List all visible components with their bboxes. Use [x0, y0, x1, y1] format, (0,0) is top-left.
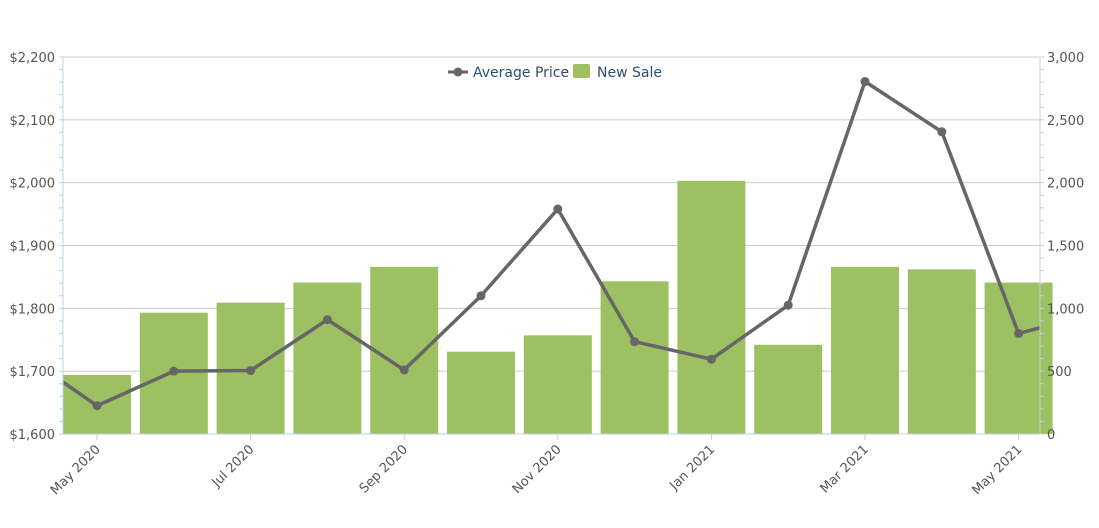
y-left-tick-label: $2,200 — [10, 51, 56, 66]
y-left-tick-label: $1,900 — [10, 240, 56, 255]
x-tick-label: May 2021 — [970, 442, 1026, 498]
point-average-price[interactable] — [937, 127, 947, 137]
y-left-tick-label: $1,700 — [10, 365, 56, 380]
y-left-tick-label: $1,800 — [10, 302, 56, 317]
legend-label-new-sale: New Sale — [597, 65, 662, 81]
legend[interactable]: Average Price New Sale — [448, 64, 662, 81]
legend-bar-swatch — [573, 64, 590, 78]
point-average-price[interactable] — [860, 77, 870, 87]
y-right-tick-label: 0 — [1047, 428, 1055, 443]
legend-point-marker — [453, 67, 463, 77]
point-average-price[interactable] — [1014, 328, 1024, 338]
x-tick-label: Sep 2020 — [357, 442, 411, 496]
bar-series-new-sale — [63, 180, 1053, 434]
point-average-price[interactable] — [399, 365, 409, 375]
y-right-tick-label: 2,500 — [1047, 114, 1084, 129]
bar-new-sale[interactable] — [523, 335, 592, 434]
point-average-price[interactable] — [169, 366, 179, 376]
bar-new-sale[interactable] — [447, 351, 515, 434]
bar-new-sale[interactable] — [831, 266, 899, 434]
y-right-tick-label: 500 — [1047, 365, 1072, 380]
y-right-tick-label: 2,000 — [1047, 177, 1084, 192]
y-left-tick-label: $2,100 — [10, 114, 56, 129]
line-series-average-price — [63, 77, 1040, 411]
point-average-price[interactable] — [783, 300, 793, 310]
x-tick-label: Jan 2021 — [666, 442, 718, 494]
bar-new-sale[interactable] — [370, 266, 439, 434]
bar-new-sale[interactable] — [907, 269, 976, 434]
bar-new-sale[interactable] — [600, 281, 669, 434]
x-tick-label: Mar 2021 — [818, 442, 872, 496]
point-average-price[interactable] — [92, 401, 102, 411]
x-tick-label: Nov 2020 — [510, 442, 565, 497]
point-average-price[interactable] — [706, 354, 716, 364]
y-right-tick-label: 1,500 — [1047, 240, 1084, 255]
point-average-price[interactable] — [246, 366, 256, 376]
point-average-price[interactable] — [630, 337, 640, 347]
y-right-tick-label: 1,000 — [1047, 302, 1084, 317]
bar-new-sale[interactable] — [677, 180, 746, 434]
point-average-price[interactable] — [476, 291, 486, 301]
legend-item-average-price[interactable]: Average Price — [448, 65, 569, 81]
point-average-price[interactable] — [322, 315, 332, 325]
x-tick-label: Jul 2020 — [209, 442, 258, 491]
bar-new-sale[interactable] — [754, 344, 823, 434]
legend-label-average-price: Average Price — [473, 65, 569, 81]
legend-item-new-sale[interactable]: New Sale — [573, 64, 662, 81]
x-tick-label: May 2020 — [48, 442, 104, 498]
y-left-tick-label: $2,000 — [10, 177, 56, 192]
point-average-price[interactable] — [553, 204, 563, 214]
y-left-tick-label: $1,600 — [10, 428, 56, 443]
bar-new-sale[interactable] — [293, 282, 362, 434]
y-right-tick-label: 3,000 — [1047, 51, 1084, 66]
